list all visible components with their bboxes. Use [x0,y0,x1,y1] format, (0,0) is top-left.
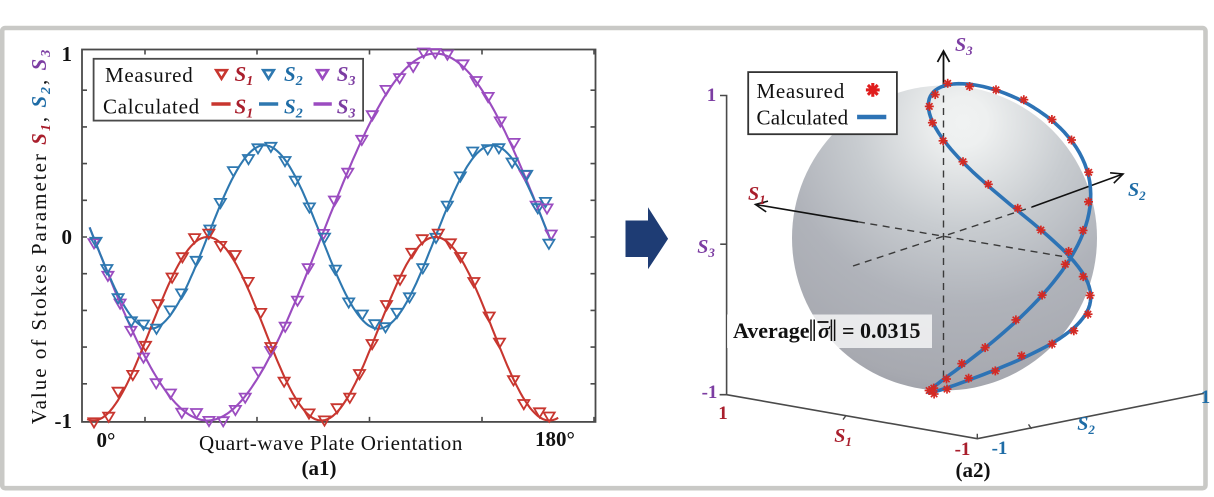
svg-text:1: 1 [62,42,73,66]
svg-text:Average: Average [733,318,810,343]
svg-text:1: 1 [707,85,717,106]
svg-text:0°: 0° [97,428,116,452]
svg-text:Measured: Measured [757,79,845,103]
svg-text:180°: 180° [535,427,575,451]
svg-text:-1: -1 [955,439,971,460]
svg-text:= 0.0315: = 0.0315 [842,318,921,343]
svg-text:Calculated: Calculated [757,106,849,130]
svg-text:-1: -1 [992,438,1008,459]
svg-text:Value of Stokes Parameter S1,: Value of Stokes Parameter S1, S2, S3 [27,48,54,425]
svg-text:0: 0 [62,225,73,249]
svg-text:-1: -1 [702,382,718,403]
svg-text:Calculated: Calculated [103,95,200,119]
svg-text:(a1): (a1) [302,456,337,480]
svg-text:1: 1 [1201,387,1211,408]
svg-text:-1: -1 [55,409,73,433]
svg-text:(a2): (a2) [956,458,991,482]
svg-text:Quart-wave Plate Orientation: Quart-wave Plate Orientation [199,431,463,455]
svg-text:σ: σ [818,318,831,343]
svg-text:Measured: Measured [105,63,193,87]
svg-text:1: 1 [718,403,728,424]
